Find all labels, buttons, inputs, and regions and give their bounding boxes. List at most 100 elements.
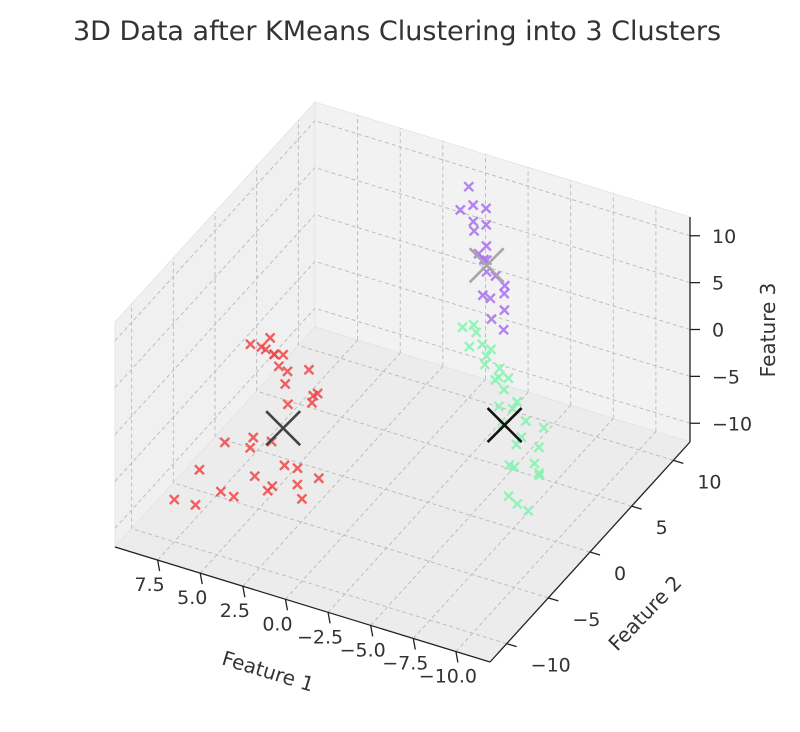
- x-tick-mark: [199, 573, 203, 585]
- cluster-1-point: [499, 280, 511, 291]
- grid-line-z: [114, 167, 316, 388]
- cluster-3-point: [194, 464, 205, 476]
- cluster-3-point: [306, 397, 318, 409]
- grid-line-y: [256, 390, 632, 507]
- x-tick-mark: [370, 625, 374, 637]
- cluster-3-point: [292, 462, 303, 474]
- x-tick-label: −2.5: [297, 626, 343, 648]
- cluster-1-point: [485, 292, 496, 304]
- cluster-2-point: [503, 372, 514, 384]
- cluster-1-point: [486, 313, 497, 325]
- y-tick-mark: [673, 459, 684, 464]
- x-tick-mark: [327, 612, 331, 624]
- y-tick-mark: [589, 551, 601, 556]
- cluster-1-centroid: [468, 247, 505, 284]
- y-tick-mark: [631, 505, 642, 510]
- grid-line-z: [114, 261, 316, 482]
- cluster-3-point: [228, 491, 240, 503]
- cluster-2-point: [508, 461, 520, 473]
- cluster-2-point: [529, 458, 540, 469]
- grid-line-z: [314, 214, 691, 330]
- cluster-1-point: [463, 181, 475, 193]
- y-tick-mark: [548, 597, 559, 602]
- cluster-1-point: [499, 304, 510, 316]
- cluster-3-point: [262, 485, 274, 497]
- x-axis-line: [114, 546, 491, 663]
- cluster-2-point: [520, 415, 532, 427]
- cluster-2-point: [476, 338, 488, 350]
- x-tick-label: 2.5: [220, 600, 250, 622]
- x-tick-mark: [284, 599, 289, 611]
- cluster-2-point: [533, 470, 545, 481]
- axis-lines: [114, 217, 700, 663]
- cluster-2-point: [468, 319, 479, 331]
- tick-labels: −10.0−7.5−5.0−2.50.0 2.5 5.0 7.5 −10 −5 0 5 10 −1…: [135, 226, 753, 688]
- z-tick-label: −10: [712, 413, 752, 435]
- grid-line-y: [173, 482, 549, 599]
- cluster-1-point: [467, 216, 479, 227]
- cluster-2-point: [503, 490, 514, 502]
- cluster-2-point: [494, 363, 506, 374]
- x-tick-label: 5.0: [177, 587, 207, 609]
- cluster-1-point: [480, 219, 492, 231]
- y-tick-label: −10: [531, 655, 571, 677]
- cluster-3-point: [277, 349, 289, 361]
- z-axis-label: Feature 3: [756, 283, 780, 378]
- x-tick-label: −7.5: [382, 652, 428, 674]
- grid-line-z: [314, 167, 691, 284]
- cluster-3-point: [190, 499, 201, 511]
- z-tick-label: −5: [712, 366, 740, 388]
- x-tick-mark: [242, 586, 246, 598]
- cluster-2-point: [538, 422, 550, 434]
- cluster-1-point: [481, 240, 492, 252]
- cluster-2-point: [479, 359, 491, 370]
- x-tick-label: 0.0: [262, 613, 292, 635]
- y-tick-label: 10: [697, 471, 721, 493]
- cluster-3-point: [264, 332, 276, 344]
- cluster-3-point: [279, 460, 290, 471]
- cluster-3-point: [273, 360, 285, 372]
- cluster-1-point: [477, 289, 489, 301]
- cluster-2-point: [498, 384, 510, 396]
- y-tick-label: 5: [656, 517, 668, 539]
- cluster-3-point: [249, 470, 261, 482]
- cluster-2-point: [493, 401, 505, 412]
- grid-line-z: [314, 260, 691, 377]
- cluster-3-point: [303, 364, 315, 376]
- grid-line-z: [114, 214, 316, 435]
- cluster-2-point: [470, 327, 482, 338]
- cluster-3-point: [245, 338, 256, 350]
- cluster-2-point: [522, 505, 534, 517]
- grid-line-x: [242, 365, 444, 587]
- x-axis-label: Feature 1: [219, 646, 317, 697]
- z-tick-label: 5: [712, 273, 724, 295]
- cluster-1-point: [480, 203, 492, 214]
- z-tick-label: 0: [712, 320, 724, 342]
- x-tick-mark: [156, 559, 161, 572]
- cluster-2-point: [481, 350, 492, 362]
- x-tick-mark: [455, 651, 459, 663]
- cluster-2-centroid: [486, 407, 523, 443]
- cluster-3-centroid: [265, 410, 302, 447]
- cluster-2-point: [533, 467, 545, 479]
- grid-line-y: [131, 528, 507, 645]
- cluster-1-point: [467, 199, 479, 211]
- x-tick-label: −5.0: [340, 639, 386, 661]
- cluster-3-point: [168, 494, 180, 505]
- grid-line-y: [214, 436, 591, 553]
- cluster-3-point: [282, 398, 294, 410]
- cluster-2-point: [457, 321, 468, 333]
- cluster-2-point: [507, 403, 519, 415]
- cluster-2-point: [511, 498, 523, 510]
- cluster-3-point: [296, 493, 308, 505]
- cluster-3-point: [279, 378, 291, 390]
- y-tick-label: 0: [614, 563, 626, 585]
- x-tick-label: −10.0: [419, 666, 477, 688]
- cluster-1-point: [454, 204, 466, 216]
- cluster-2-point: [533, 441, 545, 453]
- cluster-3-point: [215, 486, 227, 497]
- cluster-3-point: [219, 437, 231, 448]
- grid-line-z: [314, 120, 691, 237]
- grid-line-z: [114, 307, 316, 529]
